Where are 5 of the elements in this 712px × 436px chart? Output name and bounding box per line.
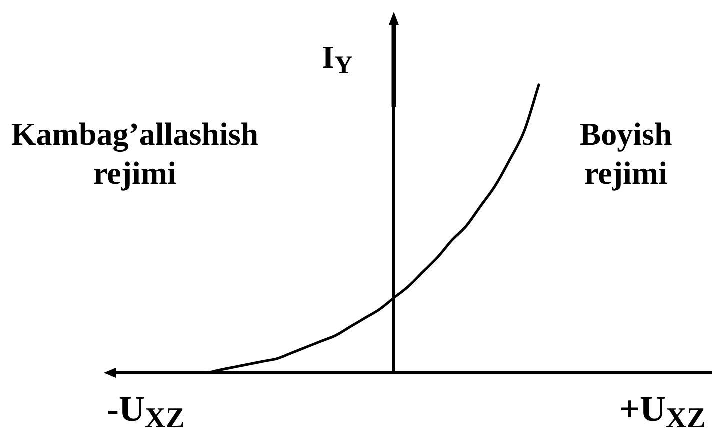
annotation: Boyish rejimi: [580, 115, 672, 193]
annotation: Kambag’allashish rejimi: [11, 115, 259, 193]
text: +U$_{XZ}$: [619, 389, 706, 434]
y-axis-title: I$_{Y}$: [322, 39, 353, 80]
text: -U$_{XZ}$: [107, 389, 186, 434]
